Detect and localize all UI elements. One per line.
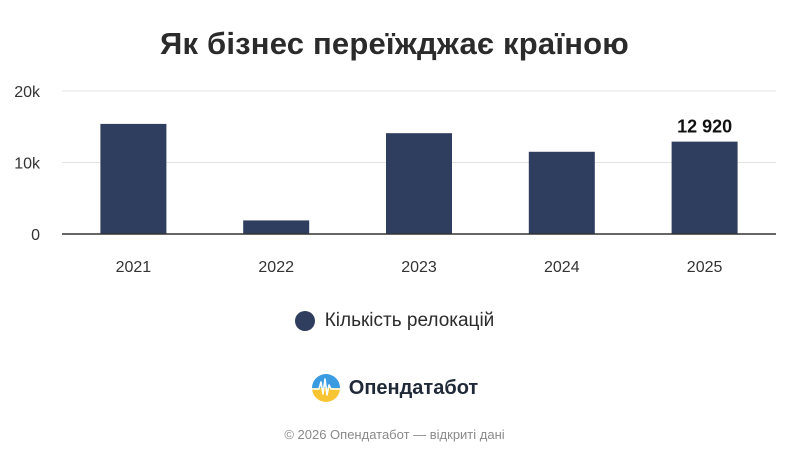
x-tick-label: 2022: [258, 259, 294, 276]
legend-label: Кількість релокацій: [324, 310, 495, 331]
footer-copyright: © 2026 Опендатабот — відкриті дані: [284, 427, 505, 442]
opendatabot-logo-icon: [311, 374, 340, 402]
x-tick-label: 2023: [401, 259, 437, 276]
bar-2023: [386, 133, 452, 234]
y-axis-tick-labels: 0 10k 20k: [14, 84, 41, 244]
data-label: 12 920: [677, 117, 732, 137]
bar-2021: [100, 123, 167, 234]
y-tick-label: 20k: [14, 84, 41, 101]
x-tick-label: 2025: [687, 259, 723, 276]
brand-name: Опендатабот: [348, 376, 479, 399]
bar-chart: 0 10k 20k 2021 2022 2023 2024 2025 12 920: [14, 84, 776, 276]
bar-2025: [671, 141, 738, 234]
y-tick-label: 0: [31, 227, 40, 244]
brand-logo: Опендатабот: [0, 373, 789, 403]
x-tick-label: 2024: [544, 259, 580, 276]
bar-2022: [243, 220, 310, 234]
legend: Кількість релокацій: [0, 310, 789, 332]
chart-title: Як бізнес переїжджає країною: [160, 26, 629, 61]
bars: [100, 123, 738, 234]
data-labels: 12 920: [677, 117, 732, 137]
x-tick-label: 2021: [116, 259, 152, 276]
legend-swatch: [294, 311, 315, 331]
bar-2024: [528, 151, 595, 234]
y-tick-label: 10k: [14, 156, 41, 173]
x-axis-tick-labels: 2021 2022 2023 2024 2025: [116, 259, 723, 276]
